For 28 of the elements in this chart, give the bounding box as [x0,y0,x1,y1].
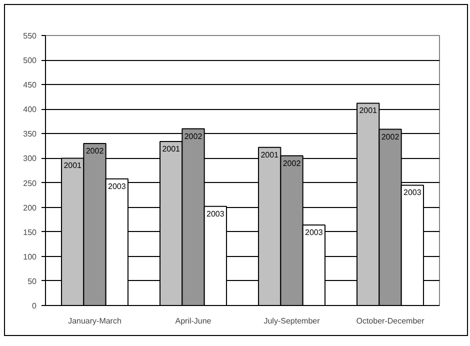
y-tick-label: 200 [23,203,38,212]
text: 2002 [381,132,400,142]
text: 2001 [64,161,82,170]
y-tick-label: 350 [23,130,38,139]
y-tick-label: 450 [23,80,38,90]
x-tick-label: July-September [264,316,320,326]
x-tick-label: October-December [356,316,425,326]
y-tick-label: 50 [28,276,38,286]
text: 2001 [359,106,377,116]
y-tick-label: 300 [23,154,38,164]
x-tick-label: April-June [175,316,212,326]
text: 2002 [184,132,202,141]
y-tick-label: 250 [23,178,38,188]
text: 2002 [282,158,301,168]
series-label: 2003 [206,209,225,218]
x-tick-label: January-March [68,316,122,326]
y-tick-label: 0 [32,302,38,310]
series-label: 2002 [86,146,104,156]
text: 2003 [108,182,126,191]
text: 2001 [260,150,278,160]
y-tick-label: 150 [23,228,38,237]
y-tick-label: 550 [23,32,38,40]
series-label: 2001 [162,144,181,154]
y-tick-label: 400 [23,105,38,114]
text: 2003 [404,188,422,198]
text: 2003 [305,228,323,237]
y-tick-label: 100 [23,252,38,262]
y-tick-label: 500 [23,56,38,66]
